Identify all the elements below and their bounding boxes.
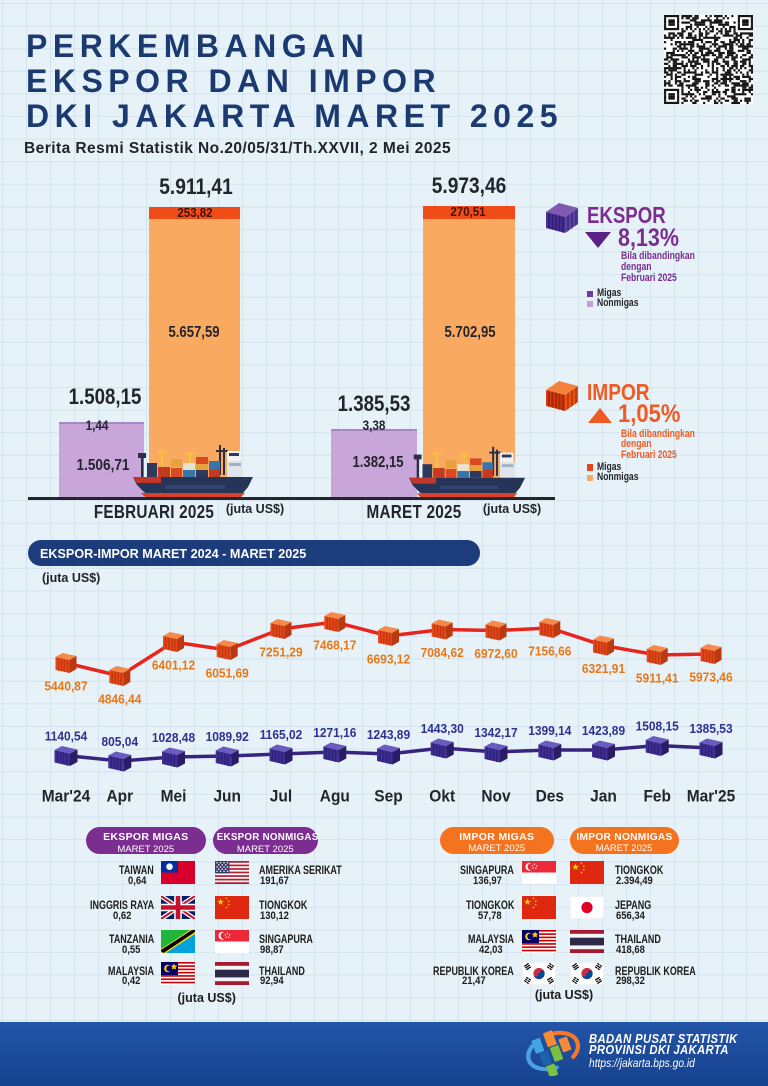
svg-text:Mei: Mei [161,787,187,806]
svg-text:1165,02: 1165,02 [260,727,303,742]
svg-text:1443,30: 1443,30 [421,721,464,736]
svg-text:1399,14: 1399,14 [528,723,572,738]
svg-text:6321,91: 6321,91 [582,661,625,676]
svg-text:7468,17: 7468,17 [313,638,356,653]
svg-text:Apr: Apr [106,787,133,806]
svg-text:1089,92: 1089,92 [206,729,249,744]
svg-text:Jan: Jan [590,787,617,806]
svg-text:5440,87: 5440,87 [44,679,87,694]
svg-text:1243,89: 1243,89 [367,727,410,742]
svg-text:4846,44: 4846,44 [98,692,142,707]
svg-text:1271,16: 1271,16 [313,725,356,740]
svg-text:Mar'25: Mar'25 [687,787,735,806]
svg-text:5911,41: 5911,41 [636,671,679,686]
svg-text:805,04: 805,04 [102,734,139,749]
svg-text:Mar'24: Mar'24 [42,787,91,806]
svg-text:Nov: Nov [481,787,511,806]
svg-text:5973,46: 5973,46 [689,670,732,685]
svg-text:6051,69: 6051,69 [206,666,249,681]
svg-text:6401,12: 6401,12 [152,658,195,673]
svg-text:6693,12: 6693,12 [367,652,410,667]
svg-text:7251,29: 7251,29 [259,645,302,660]
svg-text:7156,66: 7156,66 [528,644,571,659]
svg-text:Agu: Agu [320,787,350,806]
svg-text:1385,53: 1385,53 [689,721,732,736]
svg-text:7084,62: 7084,62 [421,645,464,660]
svg-text:1342,17: 1342,17 [474,725,517,740]
svg-text:Des: Des [536,787,564,806]
svg-text:1423,89: 1423,89 [582,723,625,738]
svg-text:Sep: Sep [374,787,402,806]
svg-text:Okt: Okt [429,787,455,806]
svg-text:6972,60: 6972,60 [474,646,517,661]
svg-text:Feb: Feb [643,787,671,806]
svg-text:1140,54: 1140,54 [45,729,88,744]
svg-text:Jul: Jul [270,787,292,806]
svg-text:1028,48: 1028,48 [152,730,195,745]
svg-text:Jun: Jun [213,787,241,806]
svg-text:1508,15: 1508,15 [636,719,679,734]
